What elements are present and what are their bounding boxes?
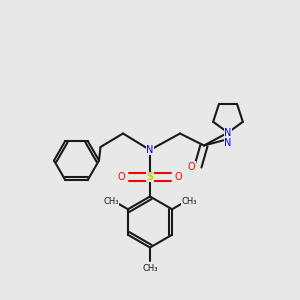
Text: CH₃: CH₃ <box>182 196 197 206</box>
Text: O: O <box>175 172 182 182</box>
Text: CH₃: CH₃ <box>103 196 118 206</box>
Text: S: S <box>146 172 154 182</box>
Text: N: N <box>224 128 232 138</box>
Text: N: N <box>224 137 232 148</box>
Text: O: O <box>118 172 125 182</box>
Text: N: N <box>146 145 154 155</box>
Text: CH₃: CH₃ <box>142 264 158 273</box>
Text: O: O <box>188 161 195 172</box>
